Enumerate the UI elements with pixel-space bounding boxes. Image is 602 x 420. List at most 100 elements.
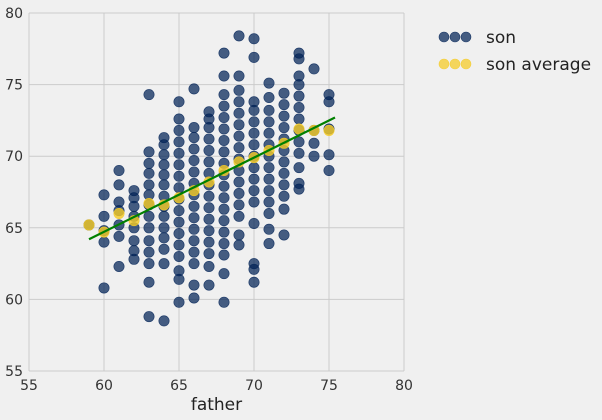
son-point — [188, 83, 200, 95]
son-point — [128, 185, 140, 197]
son-point — [113, 260, 125, 272]
son-point — [218, 192, 230, 204]
son-point — [233, 119, 245, 131]
son-point — [158, 159, 170, 171]
son-point — [143, 222, 155, 234]
son-point — [203, 213, 215, 225]
y-tick-labels: 55 60 65 70 75 80 — [5, 6, 23, 380]
son-point — [158, 179, 170, 191]
son-point — [173, 265, 185, 277]
son-point — [323, 149, 335, 161]
son-point — [98, 189, 110, 201]
son-point — [203, 202, 215, 214]
son-point — [233, 176, 245, 188]
son-point — [263, 207, 275, 219]
son-point — [248, 276, 260, 288]
son-point — [173, 239, 185, 251]
son-point — [323, 89, 335, 101]
x-axis-label: father — [191, 395, 242, 415]
son-point — [263, 104, 275, 116]
son-point — [143, 210, 155, 222]
son-point — [173, 147, 185, 159]
son-point — [203, 248, 215, 260]
son-point — [323, 165, 335, 177]
x-tick-label: 55 — [20, 378, 38, 394]
son-point — [203, 225, 215, 237]
son-point — [218, 180, 230, 192]
son-point — [143, 311, 155, 323]
son-point — [218, 215, 230, 227]
son-point — [218, 134, 230, 146]
son-point — [158, 243, 170, 255]
y-tick-label: 60 — [5, 292, 23, 308]
son-point — [233, 199, 245, 211]
son-point — [233, 96, 245, 108]
son-point — [263, 127, 275, 139]
son-point — [173, 228, 185, 240]
son-point — [218, 47, 230, 59]
son-point — [143, 179, 155, 191]
son-point — [203, 279, 215, 291]
son-point — [203, 190, 215, 202]
son-point — [233, 30, 245, 42]
legend-marker — [460, 58, 472, 70]
son-point — [293, 136, 305, 148]
son-point — [143, 157, 155, 169]
fit-line — [88, 116, 336, 241]
son-point — [173, 182, 185, 194]
fit-line-layer — [88, 116, 336, 241]
son-point — [233, 142, 245, 154]
son-point — [158, 222, 170, 234]
son-point — [188, 200, 200, 212]
son-point — [158, 210, 170, 222]
son-point — [173, 170, 185, 182]
son-point — [173, 113, 185, 125]
legend-marker — [449, 31, 461, 43]
son-point — [98, 210, 110, 222]
son-point — [278, 190, 290, 202]
son-point — [248, 218, 260, 230]
son-point — [143, 89, 155, 101]
son-point — [188, 258, 200, 270]
son-point — [143, 258, 155, 270]
son-point — [308, 63, 320, 75]
x-tick-label: 65 — [170, 378, 188, 394]
son-point — [158, 258, 170, 270]
son-point — [203, 133, 215, 145]
son-point — [278, 203, 290, 215]
son-point — [278, 122, 290, 134]
son-point — [218, 268, 230, 280]
son-average-point — [113, 207, 125, 219]
son-point — [143, 276, 155, 288]
legend-marker — [438, 31, 450, 43]
son-point — [218, 112, 230, 124]
son-point — [143, 167, 155, 179]
son-point — [263, 223, 275, 235]
son-point — [173, 136, 185, 148]
series-layer — [83, 30, 335, 327]
son-point — [188, 212, 200, 224]
son-point — [278, 179, 290, 191]
son-point — [293, 70, 305, 82]
son-point — [263, 77, 275, 89]
son-point — [233, 210, 245, 222]
son-point — [218, 146, 230, 158]
son-point — [263, 116, 275, 128]
son-point — [188, 143, 200, 155]
son-point — [113, 230, 125, 242]
son-point — [233, 130, 245, 142]
legend-label: son — [486, 28, 516, 48]
son-point — [248, 162, 260, 174]
son-point — [263, 162, 275, 174]
son-point — [278, 167, 290, 179]
son-point — [218, 249, 230, 261]
son-point — [143, 246, 155, 258]
legend: son son average — [438, 28, 591, 75]
son-point — [293, 90, 305, 102]
son-point — [218, 226, 230, 238]
son-point — [248, 127, 260, 139]
x-tick-label: 70 — [245, 378, 263, 394]
son-point — [293, 177, 305, 189]
son-point — [278, 87, 290, 99]
